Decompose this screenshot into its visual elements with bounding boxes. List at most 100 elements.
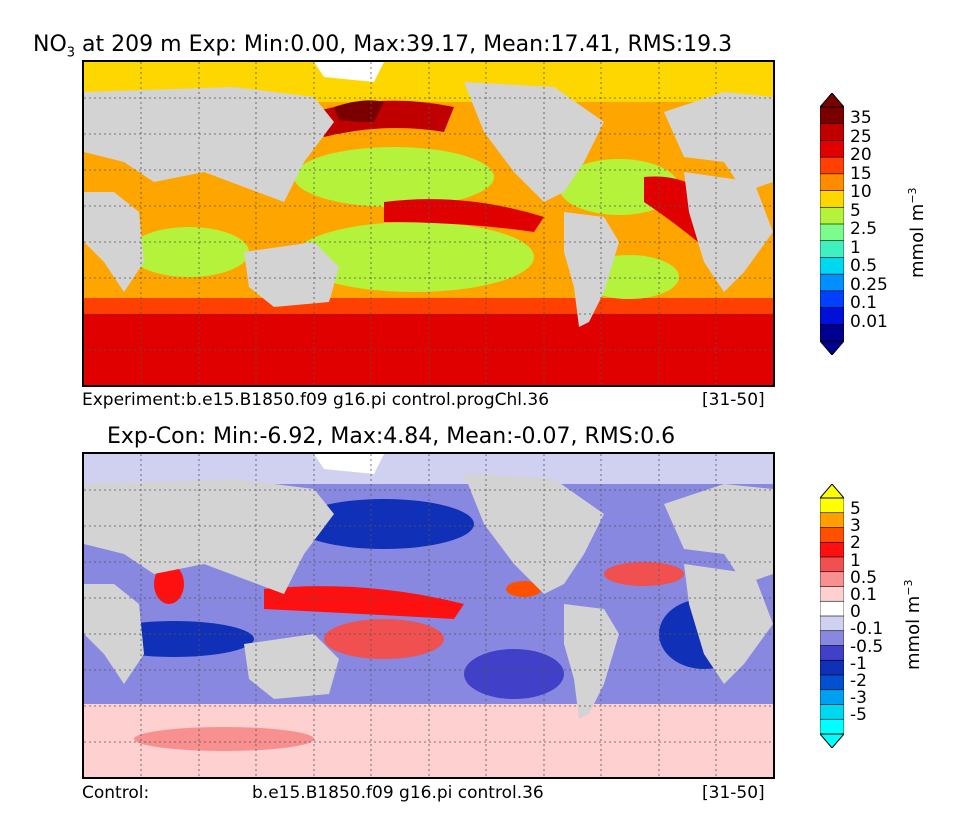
top-unit-exponent: −3 (906, 187, 919, 204)
bottom-colorbar-swatch (819, 615, 845, 632)
bottom-years-caption: [31-50] (702, 783, 765, 803)
bottom-colorbar-tick-label: -3 (850, 688, 867, 709)
bottom-colorbar-tick-label: -2 (850, 671, 867, 691)
bottom-colorbar-tick-label: 0.1 (850, 585, 878, 605)
bottom-colorbar-swatch (819, 674, 845, 691)
bottom-colorbar (818, 483, 846, 752)
bottom-ice-patch (314, 454, 384, 474)
top-australia-land (244, 242, 339, 307)
top-eurasia-land (84, 87, 334, 202)
top-east-pacific-red (384, 199, 544, 232)
bottom-colorbar-tick-label: -0.1 (850, 619, 884, 640)
top-colorbar-tick-label: 2.5 (850, 219, 878, 239)
bottom-colorbar-tick-label: -1 (850, 653, 867, 674)
top-map-title: NO3 at 209 m Exp: Min:0.00, Max:39.17, M… (33, 32, 732, 60)
bottom-colorbar-swatch (819, 630, 845, 647)
top-indian-gyre (129, 227, 249, 277)
bottom-colorbar-swatch (819, 718, 845, 735)
bottom-colorbar-tick-label: -5 (850, 705, 867, 726)
top-colorbar-swatch (819, 106, 845, 125)
bottom-colorbar-swatch (819, 527, 845, 544)
top-colorbar-tick-label: 0.25 (850, 274, 888, 295)
top-title-variable: NO (33, 32, 67, 57)
top-colorbar-tick-label: 35 (850, 108, 872, 128)
top-europe-land (664, 92, 773, 192)
bottom-spacific-red (324, 619, 444, 659)
bottom-colorbar-svg (818, 483, 846, 749)
bottom-colorbar-tick-label: 3 (850, 516, 861, 537)
top-colorbar-swatch (819, 223, 845, 242)
top-years-caption: [31-50] (702, 390, 765, 410)
bottom-colorbar-swatch (819, 645, 845, 662)
bottom-colorbar-tick-label: 2 (850, 533, 861, 554)
bottom-europe-land (664, 484, 773, 584)
top-colorbar-swatch (819, 140, 845, 158)
top-south-america-land (564, 212, 619, 327)
top-map-svg (84, 62, 773, 385)
bottom-colorbar-tick-label: 0 (850, 602, 861, 623)
top-colorbar-tick-label: 1 (850, 237, 861, 258)
bottom-colorbar-swatch (819, 659, 845, 676)
bottom-arabian-red (154, 564, 184, 604)
bottom-control-label: Control: (82, 783, 150, 803)
bottom-southern-pink-band (134, 727, 314, 751)
top-title-subscript: 3 (66, 45, 76, 61)
bottom-map-title: Exp-Con: Min:-6.92, Max:4.84, Mean:-0.07… (107, 424, 676, 449)
bottom-map-panel (82, 452, 775, 779)
top-colorbar-tick-label: 5 (850, 200, 861, 221)
top-colorbar-tick-label: 10 (850, 182, 872, 202)
bottom-npacific-blue (294, 499, 474, 549)
bottom-arctic-band (84, 454, 773, 484)
top-north-america-land (464, 82, 604, 202)
bottom-colorbar-tick-label: 0.5 (850, 567, 878, 588)
top-experiment-caption: Experiment:b.e15.B1850.f09 g16.pi contro… (82, 390, 550, 410)
bottom-control-run: b.e15.B1850.f09 g16.pi control.36 (252, 783, 544, 803)
bottom-australia-land (244, 634, 339, 699)
top-colorbar-swatch (819, 240, 845, 259)
top-north-pacific-max (334, 100, 384, 122)
top-ice-patch (314, 62, 384, 82)
top-colorbar-swatch (819, 323, 845, 342)
bottom-north-america-land (464, 474, 604, 594)
top-colorbar-max-arrow (818, 92, 846, 108)
top-colorbar-tick-label: 25 (850, 126, 872, 147)
bottom-unit-exponent: −3 (902, 579, 915, 596)
top-colorbar-min-arrow (818, 340, 846, 356)
bottom-colorbar-swatch (819, 541, 845, 558)
bottom-gridlines (84, 454, 773, 777)
bottom-colorbar-swatch (819, 512, 845, 529)
top-unit-text: mmol m (907, 203, 928, 278)
top-colorbar-swatch (819, 123, 845, 142)
top-colorbar (818, 92, 846, 356)
top-gridlines (84, 62, 773, 385)
top-colorbar-swatch (819, 290, 845, 309)
bottom-natlantic-red (604, 562, 684, 586)
bottom-unit-text: mmol m (903, 595, 924, 670)
top-colorbar-fill (819, 106, 845, 342)
bottom-colorbar-fill (819, 497, 845, 735)
top-colorbar-swatch (819, 173, 845, 192)
top-colorbar-swatch (819, 257, 845, 275)
top-title-stats: at 209 m Exp: Min:0.00, Max:39.17, Mean:… (75, 32, 733, 57)
top-colorbar-swatch (819, 206, 845, 225)
top-colorbar-tick-label: 20 (850, 145, 872, 165)
top-southern-ocean (84, 312, 773, 385)
top-colorbar-tick-label: 0.5 (850, 256, 878, 276)
top-map-panel (82, 60, 775, 387)
bottom-colorbar-min-arrow (818, 733, 846, 749)
bottom-colorbar-tick-label: 1 (850, 550, 861, 571)
top-colorbar-tick-label: 0.01 (850, 311, 888, 332)
top-colorbar-swatch (819, 273, 845, 292)
top-colorbar-swatch (819, 190, 845, 209)
bottom-colorbar-unit: mmol m−3 (902, 579, 924, 670)
top-southern-front (84, 298, 773, 314)
bottom-colorbar-swatch (819, 600, 845, 617)
top-africa-land (684, 172, 773, 292)
bottom-colorbar-max-arrow (818, 483, 846, 499)
bottom-colorbar-swatch (819, 556, 845, 573)
bottom-eurasia-land (84, 479, 334, 594)
bottom-colorbar-swatch (819, 689, 845, 706)
top-spacific-gyre (294, 222, 534, 292)
top-colorbar-swatch (819, 156, 845, 175)
bottom-colorbar-tick-label: -0.5 (850, 636, 884, 657)
